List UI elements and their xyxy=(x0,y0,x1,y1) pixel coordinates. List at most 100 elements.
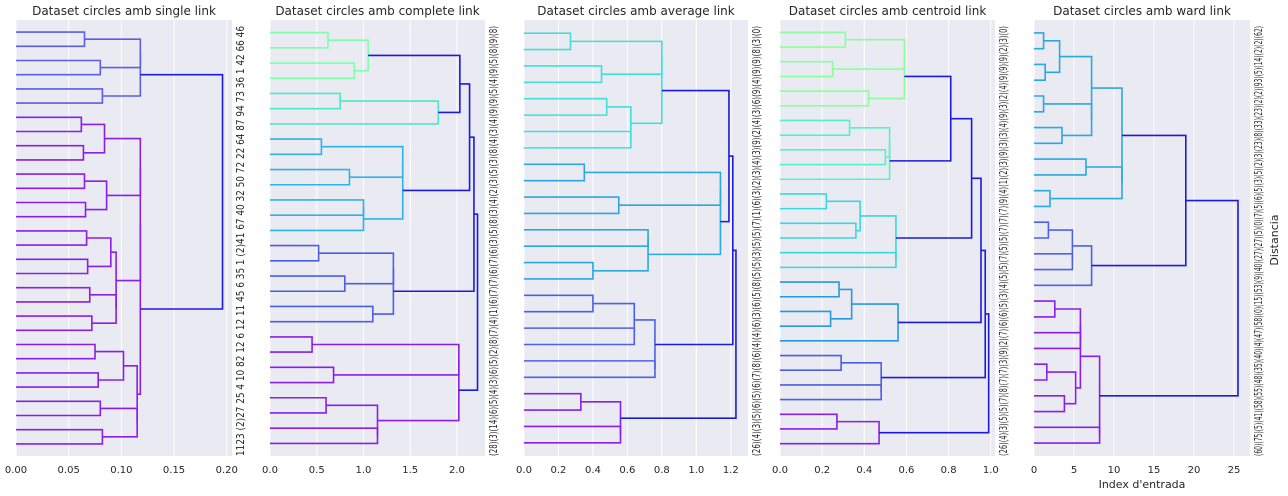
x-tick-label: 0.4 xyxy=(856,465,872,476)
dendrogram-link xyxy=(580,401,622,435)
cluster-1 xyxy=(16,31,142,104)
dendrogram-link xyxy=(780,354,842,372)
cluster-3 xyxy=(270,138,404,232)
dendrogram-link xyxy=(16,173,86,190)
plot-background xyxy=(16,20,232,456)
dendrogram-link xyxy=(630,57,663,125)
dendrogram-link xyxy=(270,62,355,80)
chart-title: Dataset circles amb single link xyxy=(32,4,216,18)
x-tick-label: 25 xyxy=(1228,465,1241,476)
dendrogram-link xyxy=(270,427,379,445)
dendrogram-link xyxy=(377,359,460,422)
dendrogram-link xyxy=(321,145,404,178)
dendrogram-link xyxy=(1075,324,1082,389)
dendrogram-link xyxy=(372,268,395,315)
dendrogram-root-link xyxy=(402,83,471,192)
cluster-1 xyxy=(1034,32,1123,208)
dendrogram-link xyxy=(102,53,142,97)
dendrogram-link xyxy=(524,65,603,84)
cluster-3 xyxy=(1034,300,1101,444)
dendrogram-link xyxy=(270,305,374,323)
dendrogram-link xyxy=(1091,87,1123,183)
dendrogram-link xyxy=(16,315,93,332)
leaf-labels: (60)(75)(5)(41)(58)(55)(48)(35)(40)(4)(4… xyxy=(1252,26,1265,456)
cluster-2 xyxy=(16,116,142,445)
dendrogram-link xyxy=(1059,55,1093,120)
dendrogram-link xyxy=(780,384,882,401)
x-tick-label: 0 xyxy=(1031,465,1037,476)
dendrogram-link xyxy=(95,350,125,381)
dendrogram-link xyxy=(1034,252,1074,271)
dendrogram-link xyxy=(16,31,86,48)
dendrogram-link xyxy=(270,366,335,384)
x-tick-label: 0.6 xyxy=(619,465,635,476)
dendrogram-root-link xyxy=(898,177,982,324)
x-tick-label: 0.00 xyxy=(5,465,27,476)
dendrogram-link xyxy=(648,188,722,256)
x-tick-label: 1.5 xyxy=(402,465,418,476)
leaf-labels: (26)(4)(3)(5)(5)(7)(8)(7)(7)(3)(9)(2)(7)… xyxy=(997,26,1010,456)
x-tick-label: 0.20 xyxy=(216,465,238,476)
dendrogram-link xyxy=(524,130,632,149)
cluster-3 xyxy=(780,193,897,269)
cluster-1 xyxy=(270,31,369,80)
dendrogram-link xyxy=(841,362,882,393)
dendrogram-panel-3: Dataset circles amb average link 0.0 0.2 0.… xyxy=(516,4,763,476)
plot-background xyxy=(270,20,485,456)
dendrogram-link xyxy=(326,404,379,436)
dendrogram-link xyxy=(780,149,887,166)
dendrogram-link xyxy=(1050,166,1123,200)
x-tick-label: 1.0 xyxy=(983,465,999,476)
dendrogram-link xyxy=(780,60,834,78)
x-tick-label: 0.05 xyxy=(58,465,80,476)
dendrogram-link xyxy=(860,215,897,261)
x-tick-label: 1.0 xyxy=(356,465,372,476)
dendrogram-link xyxy=(634,319,656,370)
x-tick-label: 0.0 xyxy=(772,465,788,476)
dendrogram-root-link xyxy=(879,313,990,434)
plot-background xyxy=(524,20,748,456)
dendrogram-link xyxy=(1048,229,1074,262)
dendrogram-link xyxy=(524,32,572,51)
x-tick-label: 0.5 xyxy=(309,465,325,476)
dendrogram-root-link xyxy=(889,75,952,162)
dendrogram-root-link xyxy=(1099,199,1239,397)
dendrogram-link xyxy=(137,223,142,395)
dendrogram-link xyxy=(524,425,622,444)
dendrogram-link xyxy=(606,106,632,140)
cluster-2 xyxy=(780,119,891,181)
dendrogram-panel-5: Dataset circles amb ward link 0 5 10 15 20 25 (… xyxy=(1031,4,1265,476)
dendrogram-root-link xyxy=(881,249,987,379)
x-tick-label: 0.10 xyxy=(110,465,132,476)
x-tick-label: 0.8 xyxy=(654,465,670,476)
dendrogram-link xyxy=(780,90,870,107)
cluster-4 xyxy=(524,392,622,444)
dendrogram-link xyxy=(1080,355,1101,436)
x-tick-label: 15 xyxy=(1148,465,1161,476)
x-tick-label: 1.2 xyxy=(723,465,739,476)
x-tick-label: 0.0 xyxy=(516,465,532,476)
leaf-labels: 1123 (2)27 25 4 10 82 12 6 12 11 45 6 35… xyxy=(234,26,247,456)
dendrogram-link xyxy=(524,196,620,215)
dendrogram-panel-1: Dataset circles amb single link 0.00 0.05 0… xyxy=(5,4,247,476)
dendrogram-link xyxy=(110,251,117,309)
cluster-5 xyxy=(780,354,882,401)
chart-title: Dataset circles amb centroid link xyxy=(789,4,987,18)
cluster-2 xyxy=(524,163,722,280)
dendrogram-link xyxy=(524,360,656,379)
cluster-4 xyxy=(780,281,899,342)
dendrogram-link xyxy=(270,138,323,156)
dendrogram-root-link xyxy=(654,155,734,346)
dendrogram-link xyxy=(16,116,83,133)
dendrogram-root-link xyxy=(393,136,475,293)
dendrogram-link xyxy=(780,310,832,327)
x-tick-label: 0.2 xyxy=(551,465,567,476)
cluster-1 xyxy=(524,32,663,149)
dendrogram-link xyxy=(270,207,365,232)
dendrogram-link xyxy=(524,261,594,280)
cluster-2 xyxy=(1034,221,1093,287)
x-tick-label: 10 xyxy=(1108,465,1121,476)
chart-title: Dataset circles amb average link xyxy=(537,4,734,18)
leaf-labels: (26)(4)(3)(5)(6)(5)(6)(7)(8)(6)(4)(4)(6)… xyxy=(750,26,763,456)
